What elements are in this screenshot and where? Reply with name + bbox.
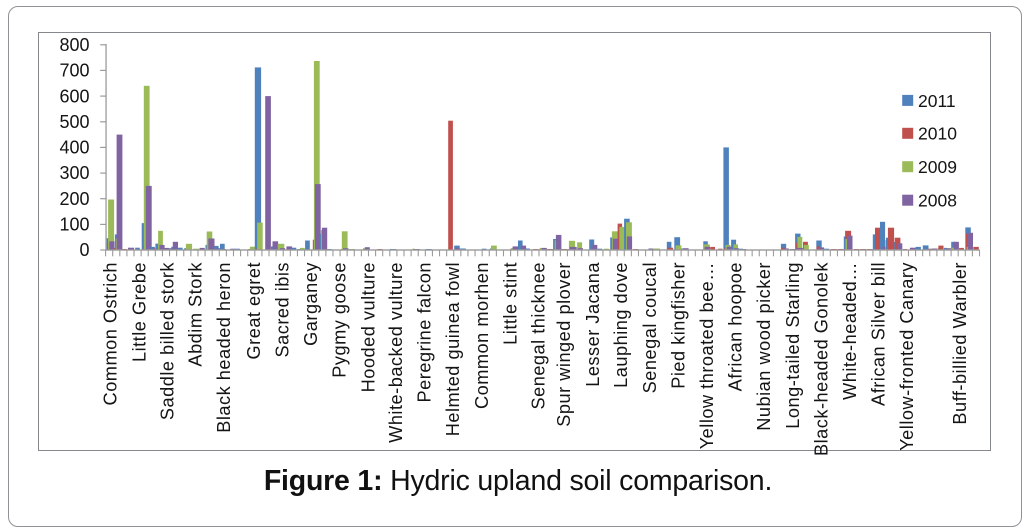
svg-text:500: 500 xyxy=(59,112,89,132)
svg-text:Buff-billied Warbler: Buff-billied Warbler xyxy=(950,262,970,425)
svg-text:Spur winged plover: Spur winged plover xyxy=(554,262,574,427)
svg-text:100: 100 xyxy=(59,215,89,235)
svg-text:African Silver bill: African Silver bill xyxy=(868,262,888,406)
svg-text:Helmted guinea fowl: Helmted guinea fowl xyxy=(443,262,463,436)
svg-text:Saddle billed stork: Saddle billed stork xyxy=(157,262,177,421)
svg-text:Lauphing dove: Lauphing dove xyxy=(611,262,631,388)
svg-text:African hoopoe: African hoopoe xyxy=(726,262,746,391)
svg-text:700: 700 xyxy=(59,61,89,81)
svg-text:Lesser Jacana: Lesser Jacana xyxy=(583,262,603,387)
svg-text:Black-headed Gonolek: Black-headed Gonolek xyxy=(812,262,832,456)
svg-text:2010: 2010 xyxy=(918,124,957,144)
svg-text:200: 200 xyxy=(59,189,89,209)
svg-text:600: 600 xyxy=(59,86,89,106)
svg-text:800: 800 xyxy=(59,35,89,55)
svg-text:Yellow-fronted Canary: Yellow-fronted Canary xyxy=(897,262,917,451)
svg-text:0: 0 xyxy=(79,240,89,260)
svg-text:2011: 2011 xyxy=(918,91,956,111)
svg-text:Pied kingfisher: Pied kingfisher xyxy=(668,262,688,389)
svg-text:Common Ostrich: Common Ostrich xyxy=(101,262,121,405)
svg-text:Nubian wood picker: Nubian wood picker xyxy=(754,262,774,431)
svg-text:Peregrine falcon: Peregrine falcon xyxy=(415,262,435,402)
svg-text:Little stint: Little stint xyxy=(500,262,520,345)
svg-text:Long-tailed Starling: Long-tailed Starling xyxy=(783,262,803,429)
svg-text:Pygmy goose: Pygmy goose xyxy=(330,262,350,378)
svg-text:Little Grebe: Little Grebe xyxy=(130,262,150,362)
svg-text:Yellow throated bee…: Yellow throated bee… xyxy=(697,262,717,449)
svg-text:Abdim Stork: Abdim Stork xyxy=(185,262,205,367)
svg-text:Senegal coucal: Senegal coucal xyxy=(640,262,660,393)
svg-text:300: 300 xyxy=(59,163,89,183)
svg-text:Common morhen: Common morhen xyxy=(472,262,492,409)
svg-text:Great egret: Great egret xyxy=(244,262,264,360)
svg-text:Hooded vulture: Hooded vulture xyxy=(358,262,378,392)
svg-text:2009: 2009 xyxy=(918,157,957,177)
svg-text:2008: 2008 xyxy=(918,191,957,211)
svg-text:Senegal thicknee: Senegal thicknee xyxy=(529,262,549,410)
svg-text:Sacred ibis: Sacred ibis xyxy=(272,262,292,357)
svg-text:400: 400 xyxy=(59,138,89,158)
svg-text:White-headed…: White-headed… xyxy=(840,262,860,400)
svg-text:Garganey: Garganey xyxy=(301,262,321,346)
svg-text:Black headed heron: Black headed heron xyxy=(214,262,234,433)
svg-text:White-backed vulture: White-backed vulture xyxy=(386,262,406,443)
